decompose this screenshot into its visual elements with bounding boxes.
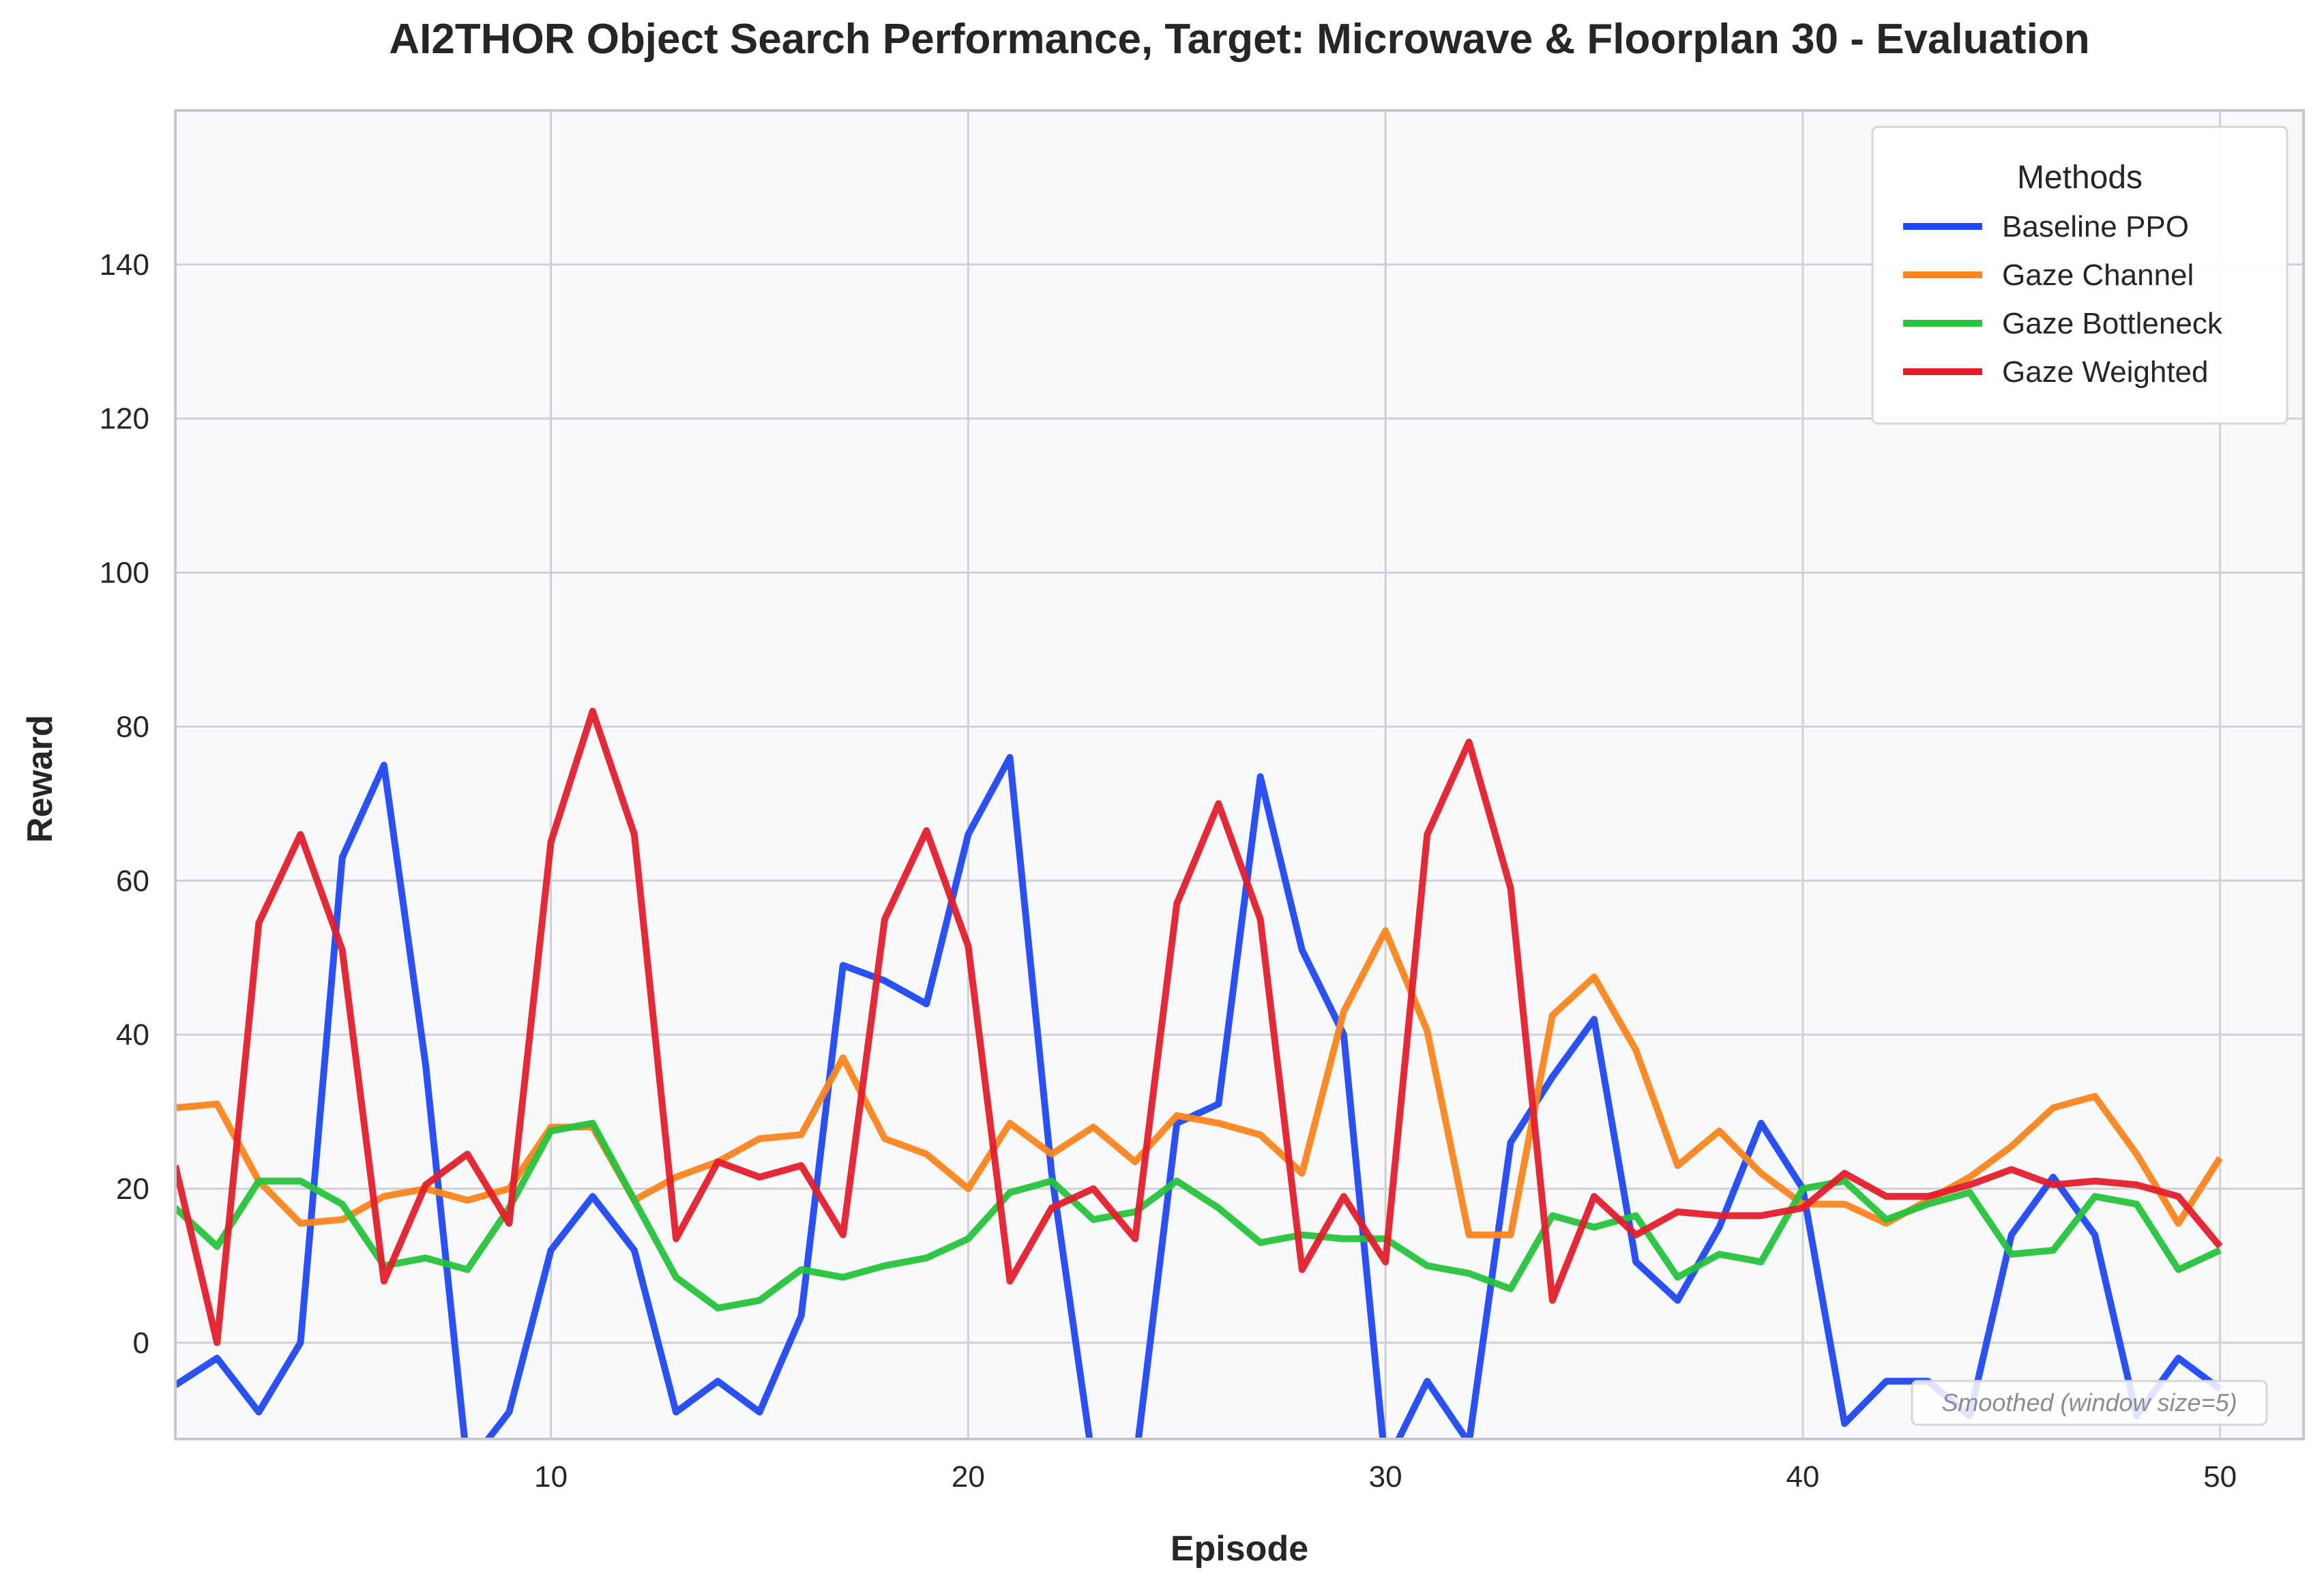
x-axis-ticks: 10 20 30 40 50: [534, 1460, 2237, 1494]
series-line-gaze-bottleneck: [175, 1120, 2222, 1311]
x-tick-label: 20: [952, 1460, 985, 1494]
y-axis-ticks: 0 20 40 60 80 100 120 140: [100, 248, 149, 1360]
x-tick-label: 30: [1369, 1460, 1402, 1494]
legend-label-gaze-bottleneck: Gaze Bottleneck: [2002, 307, 2223, 340]
y-tick-label: 20: [116, 1172, 149, 1206]
legend-title: Methods: [2017, 160, 2143, 196]
y-tick-label: 80: [116, 710, 149, 743]
y-tick-label: 140: [100, 248, 149, 282]
legend-label-gaze-weighted: Gaze Weighted: [2002, 355, 2208, 389]
legend: Methods Baseline PPO Gaze Channel Gaze Bot…: [1871, 125, 2289, 425]
x-tick-label: 50: [2203, 1460, 2237, 1494]
legend-label-baseline-ppo: Baseline PPO: [2002, 210, 2189, 243]
legend-box: [1871, 125, 2289, 425]
y-axis-label: Reward: [20, 715, 60, 843]
x-tick-label: 40: [1786, 1460, 1819, 1494]
x-axis-label: Episode: [1171, 1529, 1308, 1569]
y-tick-label: 40: [116, 1018, 149, 1052]
plot-frame: [174, 109, 2305, 1440]
series-line-gaze-weighted: [175, 707, 2223, 1346]
y-tick-label: 0: [133, 1326, 149, 1360]
annotation-box: [1911, 1380, 2268, 1426]
series-lines: [175, 707, 2223, 1439]
x-tick-label: 10: [534, 1460, 568, 1494]
series-line-baseline-ppo: [175, 754, 2222, 1439]
legend-label-gaze-channel: Gaze Channel: [2002, 258, 2194, 292]
y-tick-label: 60: [116, 864, 149, 898]
y-tick-label: 100: [100, 557, 149, 590]
y-tick-label: 120: [100, 402, 149, 436]
annotation-text: Smoothed (window size=5): [1941, 1389, 2237, 1417]
smoothing-annotation: Smoothed (window size=5): [1911, 1380, 2268, 1426]
chart-title: AI2THOR Object Search Performance, Targe…: [389, 16, 2089, 63]
